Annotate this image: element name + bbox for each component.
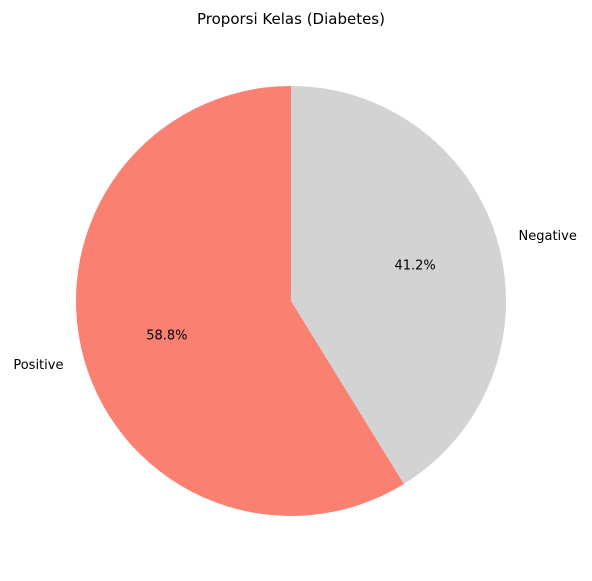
pie-slices xyxy=(75,86,506,516)
pie-percent-label-negative: 41.2% xyxy=(394,258,435,273)
pie-percent-label-positive: 58.8% xyxy=(146,329,187,344)
pie-category-label-positive: Positive xyxy=(13,358,63,373)
pie-category-label-negative: Negative xyxy=(519,229,577,244)
pie-slice-negative xyxy=(291,86,506,484)
pie-slice-positive xyxy=(75,86,404,516)
pie-labels: 41.2% Negative 58.8% Positive xyxy=(13,229,577,373)
chart-title: Proporsi Kelas (Diabetes) xyxy=(197,10,385,28)
